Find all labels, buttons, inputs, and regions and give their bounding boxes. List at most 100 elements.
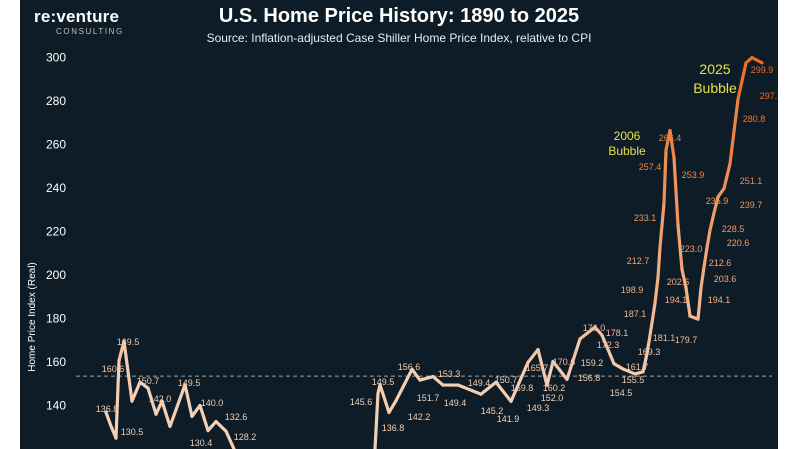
series-line-modern bbox=[621, 367, 637, 376]
annotation-2006-label: Bubble bbox=[608, 144, 646, 158]
data-label: 235.9 bbox=[706, 196, 729, 206]
series-line-early bbox=[183, 383, 194, 418]
data-label: 141.9 bbox=[497, 414, 520, 424]
series-line-modern bbox=[696, 286, 703, 321]
data-label: 160.6 bbox=[102, 364, 125, 374]
series-line-modern bbox=[702, 245, 709, 269]
series-line-modern bbox=[644, 340, 651, 360]
series-line-modern bbox=[680, 267, 688, 290]
data-label: 152.0 bbox=[541, 393, 564, 403]
data-label: 198.9 bbox=[621, 285, 644, 295]
data-label: 130.5 bbox=[121, 427, 144, 437]
series-line-modern bbox=[716, 186, 726, 199]
data-label: 203.6 bbox=[714, 274, 737, 284]
logo-subtitle: CONSULTING bbox=[56, 27, 124, 36]
series-line-modern bbox=[641, 356, 648, 374]
series-line-modern bbox=[387, 399, 398, 415]
series-line-modern bbox=[656, 245, 662, 279]
series-line-modern bbox=[668, 128, 676, 160]
series-line-early bbox=[160, 399, 172, 428]
y-tick-label: 240 bbox=[46, 181, 66, 195]
data-label: 297.5 bbox=[760, 91, 778, 101]
data-label: 257.4 bbox=[639, 162, 662, 172]
series-line-modern bbox=[456, 383, 483, 396]
data-label: 159.2 bbox=[581, 358, 604, 368]
series-line-modern bbox=[378, 383, 391, 415]
data-label: 132.6 bbox=[225, 412, 248, 422]
chart-title: U.S. Home Price History: 1890 to 2025 bbox=[218, 5, 580, 27]
series-line-early bbox=[130, 380, 142, 403]
data-label: 169.3 bbox=[638, 347, 661, 357]
series-line-modern bbox=[712, 195, 720, 215]
data-label: 145.6 bbox=[350, 397, 373, 407]
data-label: 150.7 bbox=[495, 375, 518, 385]
data-label: 153.3 bbox=[438, 369, 461, 379]
series-line-modern bbox=[418, 374, 435, 382]
series-line-modern bbox=[578, 325, 597, 341]
series-line-early bbox=[224, 429, 236, 449]
series-line-early bbox=[206, 419, 218, 433]
data-label: 266.4 bbox=[659, 133, 682, 143]
data-label: 169.5 bbox=[117, 337, 140, 347]
data-label: 233.1 bbox=[634, 213, 657, 223]
data-label: 202.6 bbox=[667, 277, 690, 287]
series-line-early bbox=[154, 399, 164, 416]
data-label: 142.0 bbox=[149, 394, 172, 404]
annotation-2025-year: 2025 bbox=[699, 61, 730, 77]
data-label: 140.0 bbox=[201, 398, 224, 408]
series-line-modern bbox=[658, 201, 666, 249]
series-line-modern bbox=[593, 325, 604, 337]
data-label: 154.5 bbox=[610, 388, 633, 398]
chart-subtitle: Source: Inflation-adjusted Case Shiller … bbox=[206, 31, 592, 45]
data-label: 149.4 bbox=[468, 378, 491, 388]
y-tick-label: 200 bbox=[46, 268, 66, 282]
data-label: 176.0 bbox=[583, 323, 606, 333]
data-label: 156.8 bbox=[578, 373, 601, 383]
data-label: 151.7 bbox=[417, 393, 440, 403]
series-line-modern bbox=[750, 56, 764, 65]
data-label: 239.7 bbox=[740, 200, 763, 210]
chart-frame: re:venture CONSULTING U.S. Home Price Hi… bbox=[20, 0, 778, 449]
data-label: 178.1 bbox=[606, 328, 629, 338]
series-line-modern bbox=[545, 359, 555, 387]
series-line-modern bbox=[431, 374, 445, 387]
series-line-early bbox=[168, 383, 187, 428]
data-label: 160.2 bbox=[543, 383, 566, 393]
data-label: 136.8 bbox=[382, 423, 405, 433]
data-label: 251.1 bbox=[740, 176, 763, 186]
data-label: 223.0 bbox=[680, 244, 703, 254]
series-line-early bbox=[114, 359, 121, 440]
data-label: 228.5 bbox=[722, 224, 745, 234]
series-line-modern bbox=[708, 211, 716, 232]
data-label: 149.3 bbox=[527, 403, 550, 413]
annotation-2006-year: 2006 bbox=[614, 129, 641, 143]
series-line-modern bbox=[736, 61, 748, 101]
annotation-2025-label: Bubble bbox=[693, 80, 737, 96]
series-line-modern bbox=[650, 301, 657, 325]
data-label: 179.7 bbox=[675, 335, 698, 345]
data-label: 253.9 bbox=[682, 170, 705, 180]
data-label: 170.6 bbox=[553, 357, 576, 367]
series-line-modern bbox=[565, 337, 582, 381]
data-label: 149.4 bbox=[444, 398, 467, 408]
data-label: 220.6 bbox=[727, 238, 750, 248]
data-label: 130.4 bbox=[190, 438, 213, 448]
data-label: 155.5 bbox=[622, 375, 645, 385]
y-tick-label: 180 bbox=[46, 311, 66, 325]
series-line-early bbox=[198, 403, 210, 433]
series-line-modern bbox=[699, 265, 706, 290]
series-line-early bbox=[138, 380, 150, 390]
data-label: 212.7 bbox=[627, 256, 650, 266]
data-label: 142.2 bbox=[408, 412, 431, 422]
series-line-modern bbox=[728, 97, 740, 166]
y-tick-label: 300 bbox=[46, 50, 66, 64]
series-line-modern bbox=[612, 362, 625, 371]
data-label: 149.5 bbox=[372, 377, 395, 387]
series-line-early bbox=[104, 410, 113, 428]
logo: re:venture bbox=[34, 7, 120, 26]
series-line-modern bbox=[676, 223, 684, 271]
series-line-modern bbox=[600, 333, 616, 366]
series-line-modern bbox=[494, 380, 513, 403]
series-line-modern bbox=[722, 162, 732, 191]
series-line-early bbox=[190, 403, 202, 418]
